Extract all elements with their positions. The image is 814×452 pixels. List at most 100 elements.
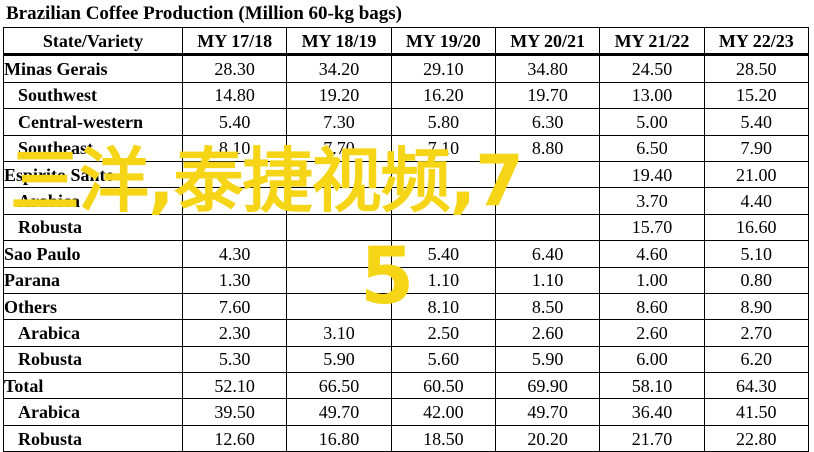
row-label: Central-western [3,108,183,136]
row-label: Arabica [3,187,183,215]
table-cell [390,213,496,242]
table-row: Others 7.60 8.10 8.50 8.60 8.90 [3,292,809,321]
table-cell [286,266,392,294]
table-cell: 5.10 [703,240,809,268]
table-cell: 49.70 [286,398,392,426]
table-cell [286,187,392,215]
table-cell: 7.90 [703,134,809,162]
table-cell: 69.90 [494,372,601,400]
table-row: Sao Paulo 4.30 5.40 6.40 4.60 5.10 [3,240,809,268]
table-cell: 6.40 [494,240,601,268]
table-cell: 2.60 [494,319,601,347]
table-row: Arabica 3.70 4.40 [3,187,809,215]
header-state-variety: State/Variety [3,26,183,57]
row-label: Southwest [3,81,183,110]
table-cell: 5.40 [390,240,496,268]
table-cell: 19.20 [286,81,392,110]
table-cell: 2.30 [181,319,288,347]
table-cell: 8.10 [181,134,288,162]
table-cell: 8.10 [390,292,496,321]
table-cell: 1.10 [390,266,496,294]
table-cell: 22.80 [703,424,809,452]
table-cell: 28.50 [703,54,809,83]
table-cell: 18.50 [390,424,496,452]
table-cell: 21.70 [599,424,705,452]
table-row: Robusta 15.70 16.60 [3,213,809,242]
table-cell: 1.30 [181,266,288,294]
table-cell: 3.70 [599,187,705,215]
table-cell: 5.30 [181,345,288,374]
table-cell: 5.40 [181,108,288,136]
table-cell: 4.60 [599,240,705,268]
table-cell: 16.20 [390,81,496,110]
table-cell: 2.70 [703,319,809,347]
table-cell [286,292,392,321]
table-cell: 5.80 [390,108,496,136]
table-cell [286,160,392,189]
table-cell: 8.60 [599,292,705,321]
table-cell: 7.10 [390,134,496,162]
table-row: Parana 1.30 1.10 1.10 1.00 0.80 [3,266,809,294]
row-label: Others [3,292,183,321]
row-label: Minas Gerais [3,54,183,83]
header-my-20-21: MY 20/21 [494,26,601,57]
row-label: Robusta [3,213,183,242]
table-cell: 34.80 [494,54,601,83]
table-cell: 16.60 [703,213,809,242]
table-cell: 42.00 [390,398,496,426]
table-cell: 2.50 [390,319,496,347]
table-cell: 41.50 [703,398,809,426]
table-cell: 8.50 [494,292,601,321]
table-cell: 8.90 [703,292,809,321]
table-title: Brazilian Coffee Production (Million 60-… [6,3,402,24]
header-my-18-19: MY 18/19 [286,26,392,57]
table-row: Robusta 5.30 5.90 5.60 5.90 6.00 6.20 [3,345,809,374]
coffee-production-table: State/Variety MY 17/18 MY 18/19 MY 19/20… [3,26,809,452]
header-my-19-20: MY 19/20 [390,26,496,57]
row-label: Arabica [3,319,183,347]
row-label: Robusta [3,345,183,374]
table-cell [494,187,601,215]
table-cell: 24.50 [599,54,705,83]
table-cell: 28.30 [181,54,288,83]
table-cell: 3.10 [286,319,392,347]
table-row: Arabica 2.30 3.10 2.50 2.60 2.60 2.70 [3,319,809,347]
table-cell [181,160,288,189]
header-row: State/Variety MY 17/18 MY 18/19 MY 19/20… [3,26,809,57]
table-cell: 66.50 [286,372,392,400]
table-cell: 52.10 [181,372,288,400]
table-cell: 6.30 [494,108,601,136]
row-label: Robusta [3,424,183,452]
row-label: Total [3,372,183,400]
table-cell [494,160,601,189]
table-cell: 7.60 [181,292,288,321]
header-my-22-23: MY 22/23 [703,26,809,57]
table-cell: 6.20 [703,345,809,374]
table-row: Arabica 39.50 49.70 42.00 49.70 36.40 41… [3,398,809,426]
table-cell: 19.40 [599,160,705,189]
table-cell: 39.50 [181,398,288,426]
table-cell: 21.00 [703,160,809,189]
table-cell [181,187,288,215]
table-cell: 64.30 [703,372,809,400]
table-cell: 1.10 [494,266,601,294]
table-cell: 60.50 [390,372,496,400]
table-cell: 6.00 [599,345,705,374]
table-cell: 7.30 [286,108,392,136]
table-cell [286,240,392,268]
row-label: Arabica [3,398,183,426]
table-cell: 19.70 [494,81,601,110]
table-cell: 5.40 [703,108,809,136]
table-cell: 16.80 [286,424,392,452]
table-cell: 6.50 [599,134,705,162]
table-cell: 15.20 [703,81,809,110]
table-cell: 0.80 [703,266,809,294]
table-cell: 5.90 [494,345,601,374]
table-cell: 1.00 [599,266,705,294]
table-cell: 36.40 [599,398,705,426]
table-cell: 12.60 [181,424,288,452]
table-cell [390,160,496,189]
table-cell: 5.00 [599,108,705,136]
table-cell: 29.10 [390,54,496,83]
table-cell [286,213,392,242]
